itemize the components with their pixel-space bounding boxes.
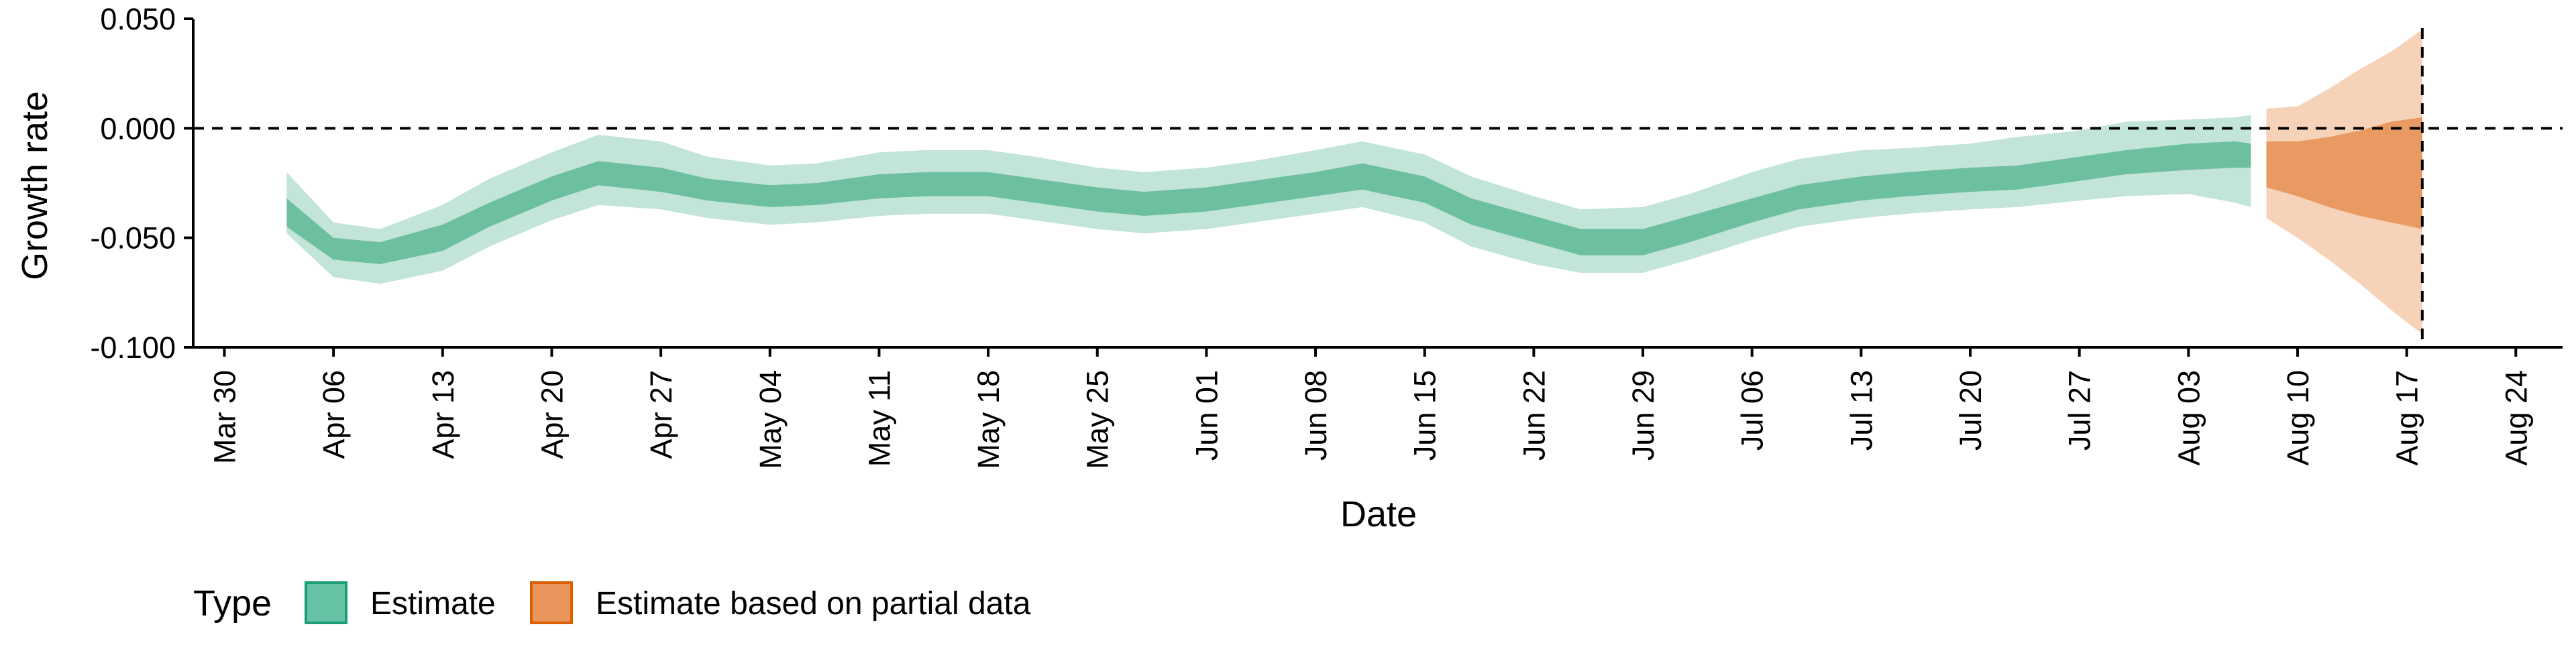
reference-lines-layer: [193, 28, 2563, 347]
x-tick-label: Jun 01: [1189, 370, 1224, 461]
legend-swatch-partial: [530, 581, 573, 624]
legend-swatch-estimate: [305, 581, 347, 624]
x-tick-label: Aug 24: [2499, 370, 2533, 466]
x-tick-label: May 11: [862, 370, 896, 467]
x-tick-label: Apr 06: [317, 370, 351, 459]
series-0-inner-band: [286, 141, 2251, 264]
y-tick-label: 0.050: [100, 2, 176, 36]
x-tick-label: Jul 20: [1953, 370, 1988, 451]
x-tick-label: Aug 03: [2171, 370, 2206, 466]
x-tick-label: Jul 06: [1735, 370, 1770, 451]
y-tick-label: 0.000: [100, 111, 176, 145]
legend: Type Estimate Estimate based on partial …: [193, 581, 1031, 624]
x-tick-label: Apr 27: [644, 370, 678, 459]
x-tick-label: Jun 08: [1299, 370, 1333, 461]
ticks-layer: -0.100 -0.050 0.000 0.050 Mar 30 Apr 06 Apr 13…: [90, 2, 2533, 469]
x-tick-label: May 25: [1081, 370, 1115, 469]
x-tick-label: Aug 17: [2390, 370, 2424, 466]
x-tick-label: May 04: [753, 370, 788, 469]
x-tick-label: Aug 10: [2281, 370, 2315, 466]
y-axis-title: Growth rate: [15, 91, 55, 280]
y-tick-label: -0.050: [90, 221, 176, 255]
x-tick-label: Jun 22: [1517, 370, 1551, 461]
x-axis-title: Date: [1340, 494, 1417, 534]
series-1-inner-band: [2266, 117, 2422, 229]
legend-label-estimate: Estimate: [370, 586, 496, 622]
bands-layer: [286, 30, 2422, 335]
x-tick-label: Jun 29: [1626, 370, 1660, 461]
axes-layer: [192, 19, 2563, 349]
legend-label-partial: Estimate based on partial data: [596, 586, 1031, 622]
x-tick-label: Mar 30: [208, 370, 242, 464]
legend-title: Type: [193, 583, 272, 624]
x-tick-label: Jul 13: [1844, 370, 1878, 451]
x-tick-label: Jul 27: [2063, 370, 2097, 451]
x-tick-label: May 18: [971, 370, 1006, 469]
x-tick-label: Apr 13: [426, 370, 460, 459]
x-tick-label: Apr 20: [535, 370, 569, 459]
x-tick-label: Jun 15: [1408, 370, 1442, 461]
y-tick-label: -0.100: [90, 331, 176, 365]
